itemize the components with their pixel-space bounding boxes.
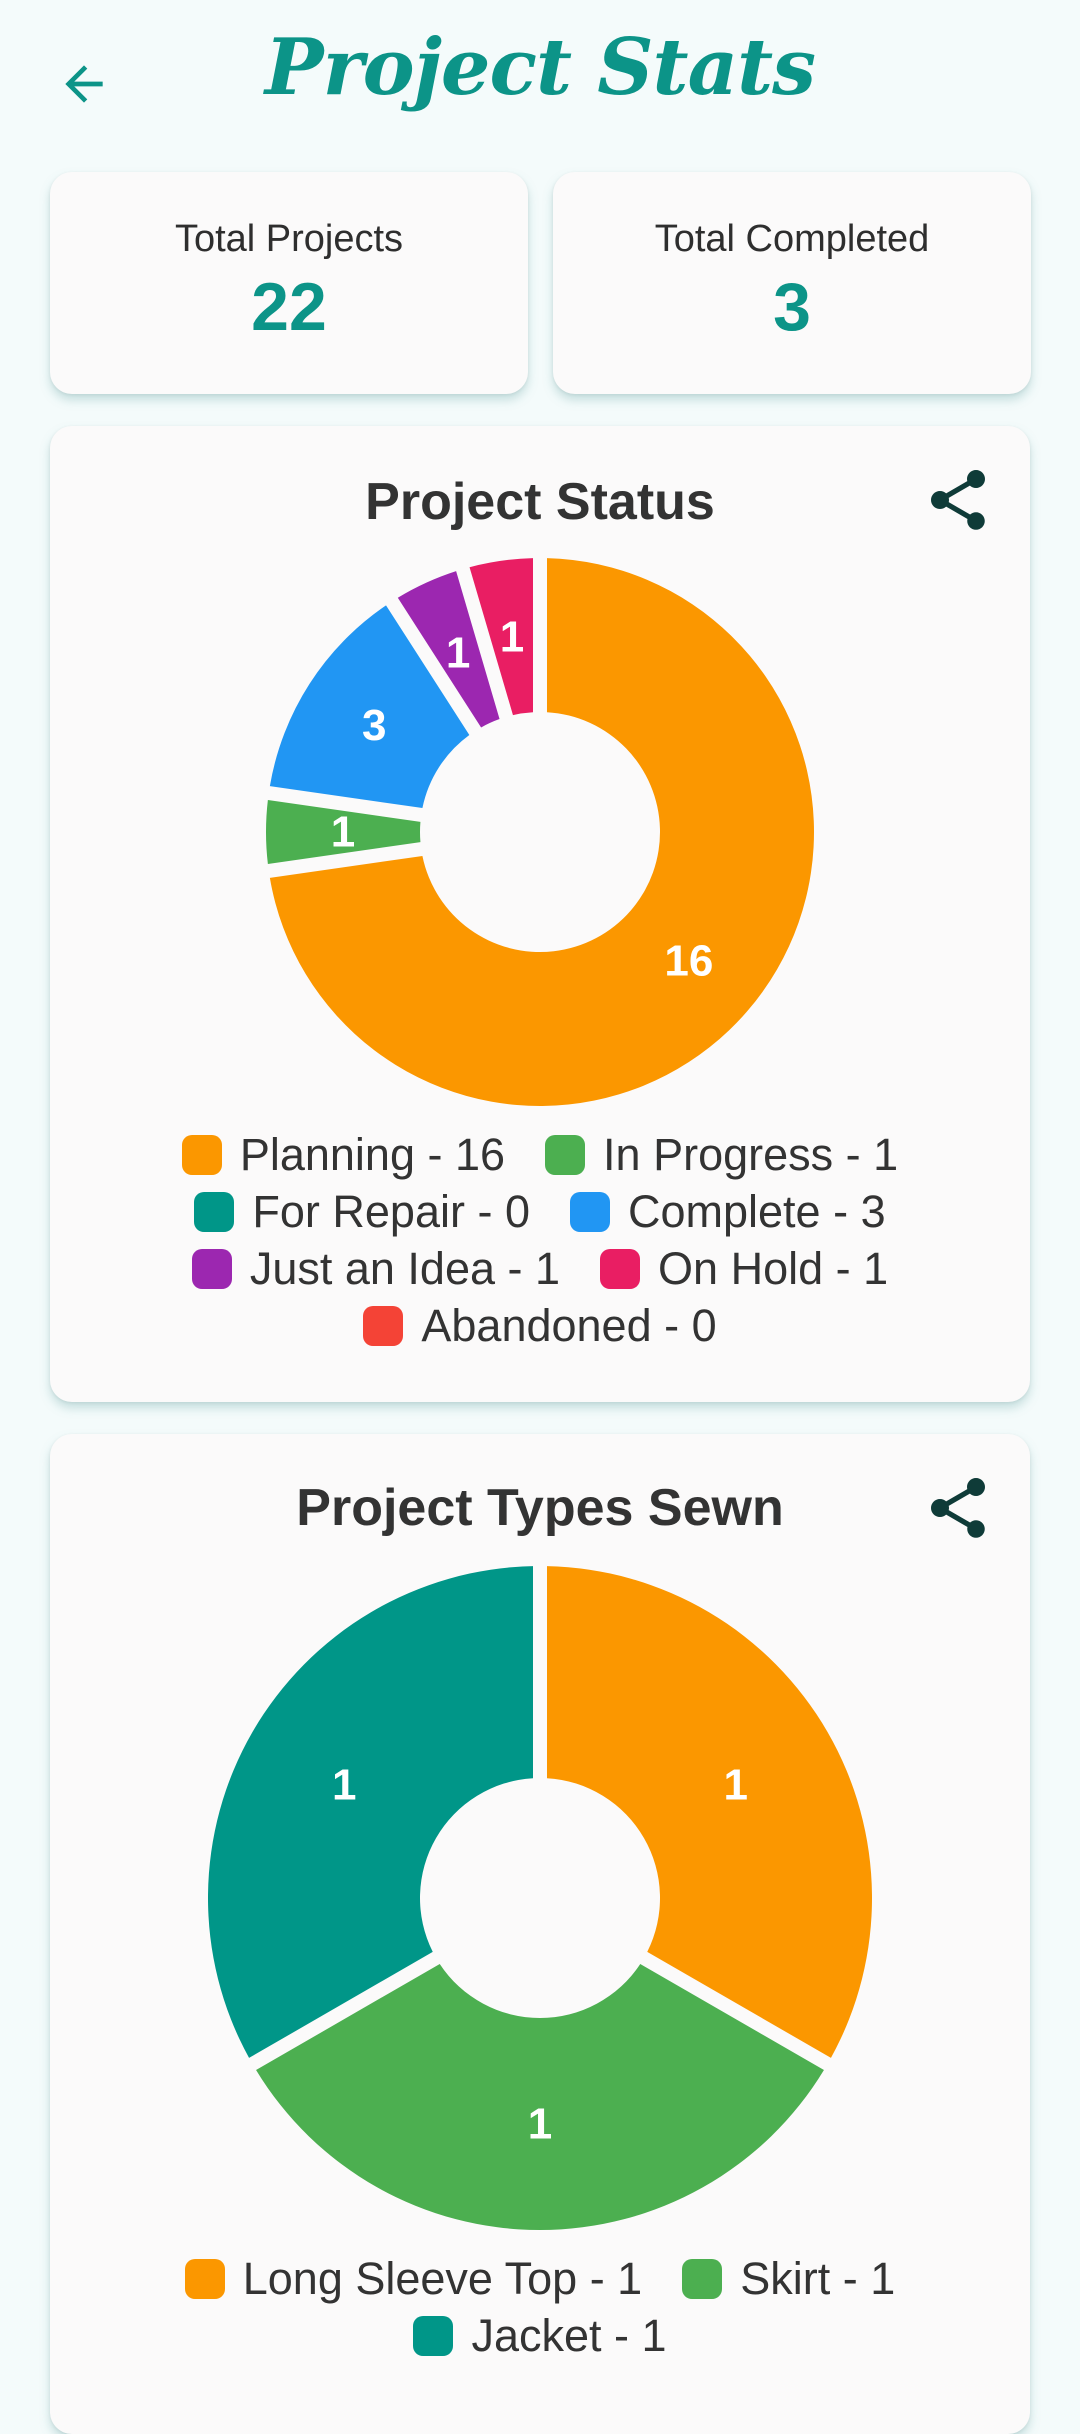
slice-jacket xyxy=(208,1566,534,2058)
slice-complete xyxy=(269,605,470,809)
share-icon xyxy=(931,470,985,530)
legend-row: For Repair - 0 Complete - 3 xyxy=(50,1183,1030,1240)
legend-item-skirt: Skirt - 1 xyxy=(682,2253,895,2305)
legend-swatch xyxy=(191,1248,232,1289)
project-types-share-button[interactable] xyxy=(922,1472,994,1544)
slice-in-progress xyxy=(266,799,421,865)
legend-item-planning: Planning - 16 xyxy=(181,1128,506,1181)
total-projects-value: 22 xyxy=(251,269,327,345)
back-button[interactable] xyxy=(44,44,124,124)
slice-just-an-idea xyxy=(397,571,500,728)
legend-row: Abandoned - 0 xyxy=(50,1297,1030,1354)
legend-item-for-repair: For Repair - 0 xyxy=(194,1186,530,1238)
total-completed-label: Total Completed xyxy=(654,218,930,260)
legend-label: For Repair - 0 xyxy=(252,1185,530,1237)
slice-label-planning: 16 xyxy=(664,937,713,986)
project-types-legend: Long Sleeve Top - 1 Skirt - 1 Jacket - 1 xyxy=(50,2250,1030,2364)
arrow-left-icon xyxy=(65,65,103,103)
total-completed-card: Total Completed 3 xyxy=(553,172,1031,394)
project-status-title: Project Status xyxy=(365,473,715,531)
page-title: Project Stats xyxy=(264,22,816,113)
legend-item-jacket: Jacket - 1 xyxy=(413,2309,667,2362)
slice-label-on-hold: 1 xyxy=(500,613,524,662)
legend-row: Jacket - 1 xyxy=(50,2307,1030,2364)
legend-swatch xyxy=(184,2258,225,2299)
legend-item-just-an-idea: Just an Idea - 1 xyxy=(191,1242,561,1295)
legend-label: On Hold - 1 xyxy=(658,1242,889,1294)
legend-item-complete: Complete - 3 xyxy=(569,1185,886,1238)
project-types-title: Project Types Sewn xyxy=(296,1479,784,1537)
total-projects-card: Total Projects 22 xyxy=(50,172,528,394)
slice-label-in-progress: 1 xyxy=(331,808,355,857)
slice-label-just-an-idea: 1 xyxy=(446,628,470,677)
legend-item-long-sleeve-top: Long Sleeve Top - 1 xyxy=(184,2252,643,2305)
total-projects-label: Total Projects xyxy=(174,218,404,260)
total-completed-value: 3 xyxy=(773,269,811,345)
legend-swatch xyxy=(682,2258,723,2299)
slice-on-hold xyxy=(469,558,534,716)
legend-label: Planning - 16 xyxy=(239,1128,506,1180)
slice-label-skirt: 1 xyxy=(528,2100,552,2149)
slice-label-long-sleeve-top: 1 xyxy=(723,1761,747,1810)
project-status-card: Project Status 16 1 3 1 1 Planning - 16 In Pr… xyxy=(50,426,1030,1402)
slice-planning xyxy=(269,558,814,1106)
legend-row: Just an Idea - 1 On Hold - 1 xyxy=(50,1240,1030,1297)
legend-label: Complete - 3 xyxy=(627,1185,886,1237)
legend-row: Planning - 16 In Progress - 1 xyxy=(50,1126,1030,1183)
legend-label: Abandoned - 0 xyxy=(421,1299,717,1351)
project-types-card: Project Types Sewn 1 1 1 Long Sleeve Top -… xyxy=(50,1434,1030,2434)
slice-skirt xyxy=(256,1963,824,2230)
legend-label: In Progress - 1 xyxy=(603,1128,899,1180)
slice-label-jacket: 1 xyxy=(332,1761,356,1810)
slice-long-sleeve-top xyxy=(546,1566,873,2058)
legend-row: Long Sleeve Top - 1 Skirt - 1 xyxy=(50,2250,1030,2307)
legend-label: Just an Idea - 1 xyxy=(249,1242,561,1294)
project-status-legend: Planning - 16 In Progress - 1 For Repair -… xyxy=(50,1126,1030,1354)
legend-swatch xyxy=(181,1134,222,1175)
legend-swatch xyxy=(545,1134,586,1175)
legend-label: Skirt - 1 xyxy=(740,2252,896,2304)
slice-label-complete: 3 xyxy=(362,701,386,750)
legend-item-on-hold: On Hold - 1 xyxy=(600,1243,888,1295)
legend-swatch xyxy=(194,1191,235,1232)
legend-swatch xyxy=(569,1191,610,1232)
legend-swatch xyxy=(600,1248,641,1289)
legend-swatch xyxy=(413,2315,454,2356)
legend-label: Jacket - 1 xyxy=(471,2309,667,2361)
legend-item-in-progress: In Progress - 1 xyxy=(545,1129,898,1181)
project-status-share-button[interactable] xyxy=(922,464,994,536)
app-bar: Project Stats xyxy=(0,0,1080,160)
share-icon xyxy=(931,1478,985,1538)
legend-swatch xyxy=(363,1305,404,1346)
legend-label: Long Sleeve Top - 1 xyxy=(242,2252,643,2304)
project-types-chart: 1 1 1 xyxy=(208,1566,873,2230)
legend-item-abandoned: Abandoned - 0 xyxy=(363,1299,717,1352)
